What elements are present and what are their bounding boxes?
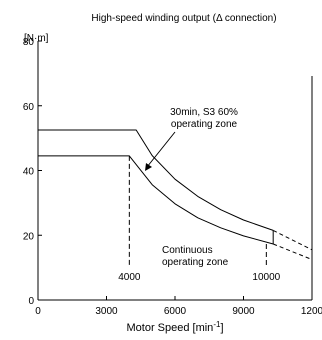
speed-marker-label: 4000 [118, 272, 141, 283]
x-axis-label-main: Motor Speed [min [126, 322, 213, 334]
x-axis-label-close: ] [220, 322, 223, 334]
series-line-0 [38, 129, 274, 231]
x-tick-label: 0 [35, 306, 41, 317]
y-axis-unit-label: [N·m] [24, 33, 49, 44]
annotation-lower-zone-line1: Continuous [162, 245, 213, 256]
y-tick-label: 60 [23, 102, 35, 113]
x-tick-label: 9000 [232, 306, 255, 317]
annotation-upper-zone-line2: operating zone [171, 119, 238, 130]
x-tick-label: 6000 [164, 306, 187, 317]
x-tick-label: 3000 [95, 306, 118, 317]
y-tick-label: 20 [23, 231, 35, 242]
y-tick-label: 0 [28, 296, 34, 307]
y-tick-label: 40 [23, 167, 35, 178]
x-axis-label: Motor Speed [min-1] [126, 320, 223, 334]
annotation-arrow-head [145, 163, 152, 171]
series-extension-0 [272, 229, 313, 251]
y-tick-label: 80 [23, 37, 35, 48]
annotation-upper-zone-line1: 30min, S3 60% [170, 107, 238, 118]
annotation-arrow-line [146, 131, 176, 168]
x-axis-label-superscript: -1 [213, 320, 221, 329]
annotation-lower-zone-line2: operating zone [162, 257, 229, 268]
series-line-1 [38, 155, 274, 245]
chart-title: High-speed winding output (Δ connection) [91, 13, 276, 24]
x-tick-label: 1200 [301, 306, 322, 317]
series-extension-1 [272, 243, 313, 260]
plot-area: 0 20 40 60 80 0 3000 6000 9000 1200 4000 10000 [23, 37, 322, 317]
speed-marker-label: 10000 [252, 272, 280, 283]
